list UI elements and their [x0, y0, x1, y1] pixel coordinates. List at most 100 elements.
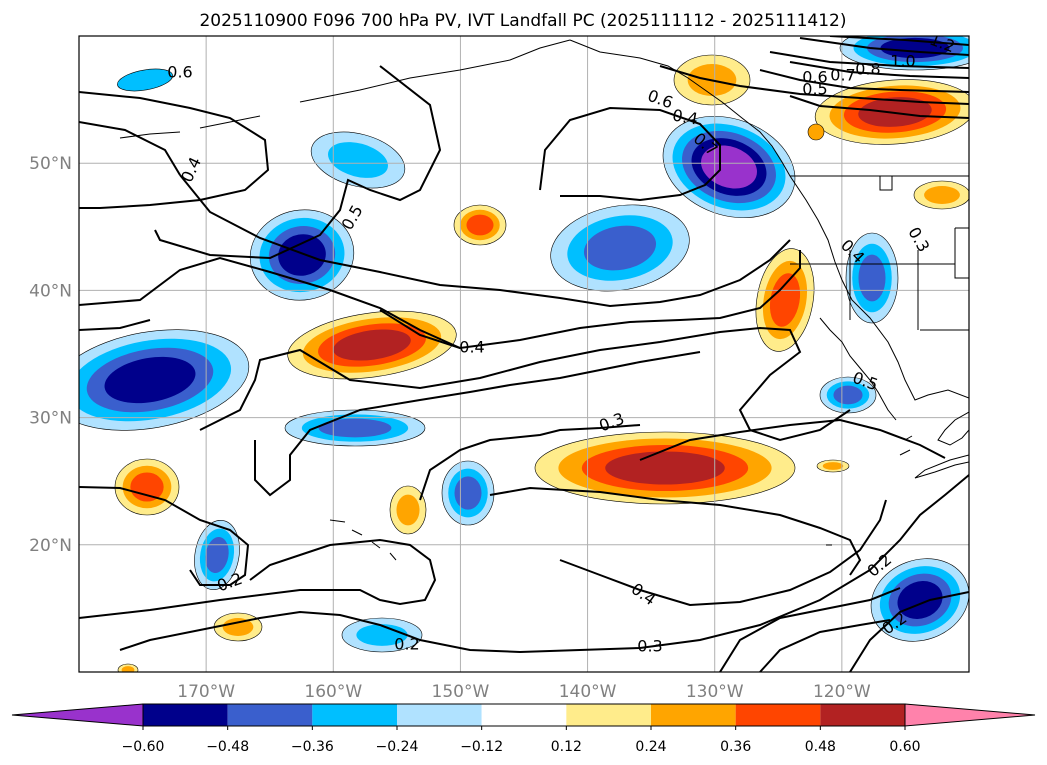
- anomaly-band: [807, 123, 825, 141]
- map-frame: [78, 35, 970, 673]
- contour-label: 0.3: [637, 637, 662, 656]
- contour-label: 0.8: [855, 60, 880, 79]
- pv-contour-line: [759, 69, 969, 93]
- longitude-label: 130°W: [686, 682, 744, 702]
- colorbar-segment: [566, 704, 651, 726]
- anomaly-region: [114, 458, 180, 516]
- coastline: [937, 411, 969, 446]
- pv-contour-line: [79, 250, 801, 350]
- pv-contour-line: [154, 65, 442, 260]
- anomaly-region: [441, 460, 495, 526]
- colorbar-tick-label: −0.12: [460, 739, 503, 755]
- anomaly-region: [284, 409, 426, 447]
- colorbar-tick-label: 0.12: [551, 739, 582, 755]
- pc-shading: [79, 36, 969, 672]
- longitude-label: 150°W: [432, 682, 490, 702]
- pv-contour-line: [639, 418, 946, 461]
- coastline: [954, 227, 969, 279]
- anomaly-band: [396, 494, 420, 526]
- pv-contour-line: [829, 36, 969, 46]
- anomaly-band: [466, 214, 494, 236]
- pv-contour-line: [789, 61, 969, 79]
- colorbar-tick-label: 0.24: [635, 739, 666, 755]
- pv-contour-line: [719, 587, 901, 672]
- colorbar-extend-high: [904, 703, 1036, 727]
- anomaly-region: [807, 123, 825, 141]
- colorbar-segment: [820, 704, 905, 726]
- pv-contour-line: [559, 499, 887, 607]
- longitude-label: 160°W: [304, 682, 362, 702]
- pv-contour-line: [79, 486, 250, 586]
- anomaly-band: [328, 142, 388, 178]
- anomaly-region: [913, 180, 969, 210]
- anomaly-band: [117, 68, 173, 92]
- anomaly-region: [816, 459, 850, 473]
- anomaly-band: [104, 356, 196, 404]
- map-title: 2025110900 F096 700 hPa PV, IVT Landfall…: [199, 11, 846, 31]
- colorbar-tick-label: −0.24: [376, 739, 419, 755]
- anomaly-region: [550, 204, 690, 292]
- coastlines: [119, 39, 969, 561]
- colorbar-segment: [481, 704, 567, 726]
- longitude-label: 140°W: [559, 682, 617, 702]
- anomaly-band: [454, 476, 482, 510]
- contour-label: 0.5: [802, 80, 827, 99]
- contour-label: 0.6: [167, 63, 192, 82]
- latitude-label: 40°N: [29, 281, 72, 301]
- anomaly-band: [769, 273, 801, 327]
- pv-contour-line: [79, 121, 181, 176]
- anomaly-band: [318, 418, 392, 438]
- pv-contours: [79, 36, 969, 672]
- coastline: [569, 39, 969, 401]
- pv-contour-line: [799, 37, 969, 56]
- anomaly-region: [79, 329, 250, 431]
- anomaly-band: [605, 451, 725, 485]
- pv-contour-line: [489, 486, 862, 576]
- colorbar-segment: [227, 704, 313, 726]
- pv-contour-line: [789, 95, 969, 119]
- anomaly-band: [121, 666, 135, 672]
- gridlines: [79, 36, 969, 672]
- map-plot-area[interactable]: 0.60.40.50.60.40.70.6 0.7 0.8 1.01.20.50.40…: [43, 26, 990, 676]
- colorbar-tick-label: −0.60: [122, 739, 165, 755]
- anomaly-band: [833, 385, 863, 405]
- anomaly-band: [858, 254, 886, 302]
- anomaly-region: [213, 612, 263, 642]
- anomaly-region: [117, 68, 173, 92]
- pv-contour-line: [539, 106, 721, 202]
- colorbar-extend-low: [11, 703, 144, 727]
- anomaly-band: [822, 462, 844, 470]
- colorbar: −0.60 −0.48 −0.36 −0.24 −0.12 0.12 0.24 0.36 0.4…: [11, 703, 1036, 755]
- anomaly-band: [205, 536, 229, 574]
- latitude-labels: 50°N 40°N 30°N 20°N: [29, 154, 72, 556]
- pv-contour-line: [419, 424, 641, 501]
- contour-label: 0.6: [802, 68, 827, 87]
- coastline: [299, 39, 571, 103]
- contour-label: 0.4: [459, 338, 484, 357]
- pv-contour-line: [659, 65, 969, 105]
- colorbar-tick-label: 0.60: [889, 739, 920, 755]
- latitude-label: 30°N: [29, 409, 72, 429]
- latitude-label: 50°N: [29, 154, 72, 174]
- coastline: [329, 519, 397, 561]
- anomaly-region: [389, 485, 427, 535]
- pv-contour-line: [769, 51, 969, 69]
- pv-contour-line: [849, 591, 969, 672]
- contour-label: 1.0: [890, 52, 915, 71]
- contour-label: 0.2: [394, 635, 419, 654]
- coastline: [914, 454, 969, 479]
- longitude-labels: 170°W 160°W 150°W 140°W 130°W 120°W: [177, 682, 871, 702]
- anomaly-band: [924, 186, 960, 204]
- pv-contour-line: [179, 174, 791, 308]
- anomaly-band: [583, 225, 657, 271]
- anomaly-band: [278, 234, 326, 276]
- anomaly-region: [845, 232, 899, 324]
- longitude-label: 120°W: [813, 682, 871, 702]
- contour-label: 0.7: [830, 66, 855, 85]
- longitude-label: 170°W: [177, 682, 235, 702]
- colorbar-segment: [651, 704, 736, 726]
- colorbar-tick-label: 0.48: [805, 739, 836, 755]
- anomaly-region: [870, 558, 969, 642]
- anomaly-region: [453, 204, 507, 246]
- pv-contour-line: [759, 619, 891, 672]
